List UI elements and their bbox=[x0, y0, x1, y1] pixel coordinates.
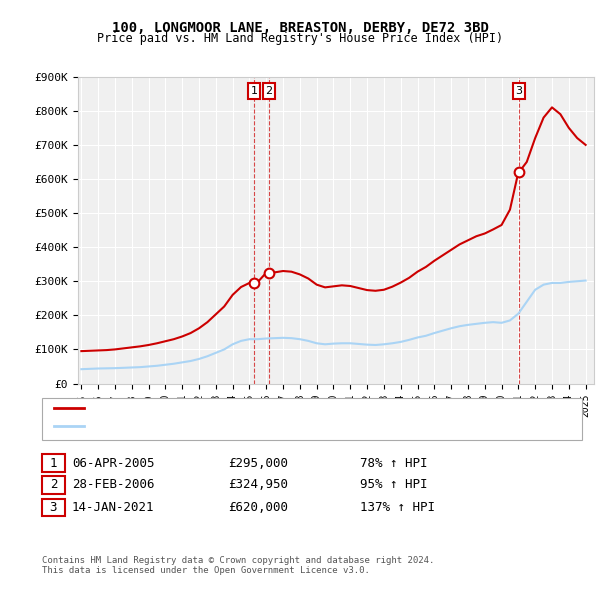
Text: 1: 1 bbox=[250, 86, 257, 96]
Text: 1: 1 bbox=[50, 457, 57, 470]
Text: 06-APR-2005: 06-APR-2005 bbox=[72, 457, 155, 470]
Text: £620,000: £620,000 bbox=[228, 501, 288, 514]
Text: 100, LONGMOOR LANE, BREASTON, DERBY, DE72 3BD (detached house): 100, LONGMOOR LANE, BREASTON, DERBY, DE7… bbox=[87, 404, 475, 413]
Text: 78% ↑ HPI: 78% ↑ HPI bbox=[360, 457, 427, 470]
Text: 28-FEB-2006: 28-FEB-2006 bbox=[72, 478, 155, 491]
Text: £295,000: £295,000 bbox=[228, 457, 288, 470]
Text: HPI: Average price, detached house, Erewash: HPI: Average price, detached house, Erew… bbox=[87, 421, 356, 431]
Text: 100, LONGMOOR LANE, BREASTON, DERBY, DE72 3BD: 100, LONGMOOR LANE, BREASTON, DERBY, DE7… bbox=[112, 21, 488, 35]
Text: Price paid vs. HM Land Registry's House Price Index (HPI): Price paid vs. HM Land Registry's House … bbox=[97, 32, 503, 45]
Text: Contains HM Land Registry data © Crown copyright and database right 2024.
This d: Contains HM Land Registry data © Crown c… bbox=[42, 556, 434, 575]
Text: 137% ↑ HPI: 137% ↑ HPI bbox=[360, 501, 435, 514]
Text: 2: 2 bbox=[265, 86, 272, 96]
Text: 2: 2 bbox=[50, 478, 57, 491]
Text: £324,950: £324,950 bbox=[228, 478, 288, 491]
Text: 95% ↑ HPI: 95% ↑ HPI bbox=[360, 478, 427, 491]
Text: 14-JAN-2021: 14-JAN-2021 bbox=[72, 501, 155, 514]
Text: 3: 3 bbox=[515, 86, 523, 96]
Text: 3: 3 bbox=[50, 501, 57, 514]
